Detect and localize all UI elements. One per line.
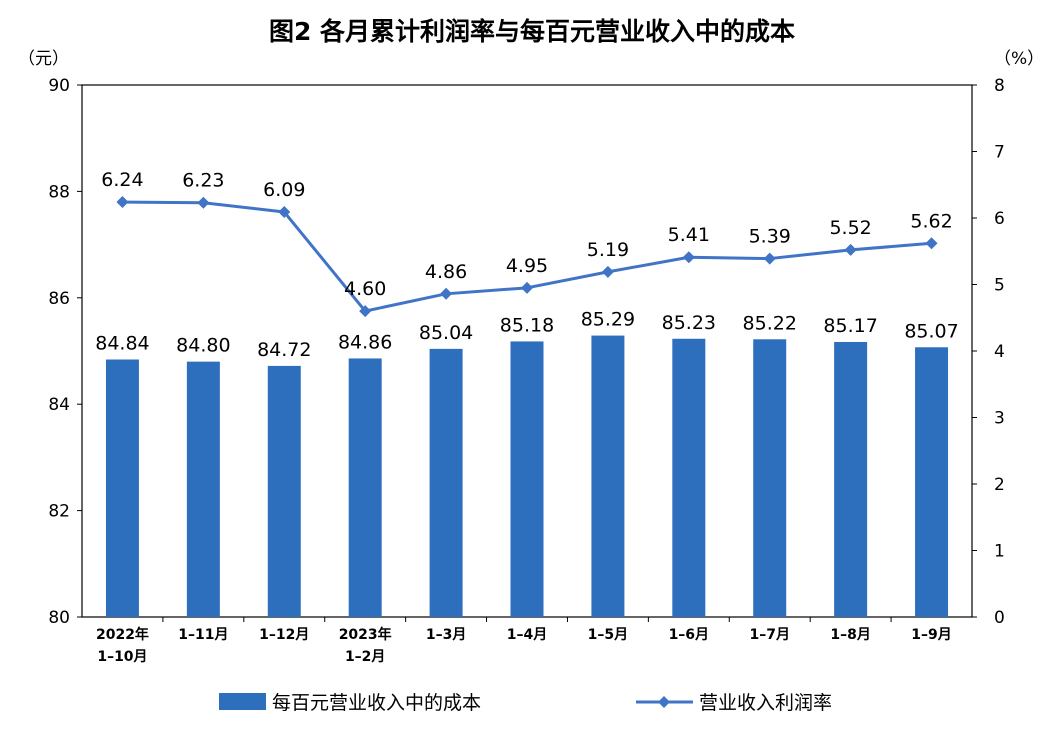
line-data-label: 5.19 (587, 239, 629, 261)
x-axis-tick-label: 1–12月 (259, 627, 309, 643)
legend-bar-label: 每百元营业收入中的成本 (272, 692, 481, 714)
left-axis-tick-label: 90 (48, 76, 70, 96)
bar (591, 335, 625, 617)
right-axis-unit: （%） (994, 49, 1045, 69)
bar-data-label: 85.04 (419, 322, 473, 344)
x-axis-tick-label: 1–3月 (426, 627, 466, 643)
bar-data-label: 85.18 (500, 314, 554, 336)
bar-data-label: 85.23 (662, 312, 716, 334)
bar (348, 358, 382, 617)
line-data-label: 5.62 (910, 210, 952, 232)
line-point (601, 265, 614, 278)
right-axis-tick-label: 4 (994, 342, 1005, 362)
right-axis-tick-label: 2 (994, 475, 1005, 495)
x-axis-tick-label: 2023年 (339, 626, 392, 643)
bar (429, 348, 463, 617)
legend-bar-swatch (219, 693, 266, 710)
bar-data-label: 85.29 (581, 309, 635, 331)
line-point (844, 243, 857, 256)
line-data-label: 5.52 (829, 217, 871, 239)
bar (915, 347, 949, 617)
left-axis-tick-label: 84 (48, 395, 70, 415)
line-point (682, 251, 695, 264)
line-data-label: 5.39 (749, 226, 791, 248)
bar (105, 359, 139, 617)
right-axis-tick-label: 6 (994, 209, 1005, 229)
x-axis-tick-label: 1–7月 (749, 627, 789, 643)
x-axis-tick-label: 1–8月 (830, 627, 870, 643)
line-point (116, 196, 129, 209)
x-axis-tick-label: 1–6月 (669, 627, 709, 643)
x-axis-tick-label: 1–4月 (507, 627, 547, 643)
bar-data-label: 85.22 (743, 312, 797, 334)
line-data-label: 4.86 (425, 261, 467, 283)
bar-data-label: 85.07 (904, 320, 958, 342)
line-point (440, 287, 453, 300)
right-axis-tick-label: 1 (994, 542, 1005, 562)
bar-data-label: 84.84 (95, 333, 149, 355)
chart-title: 图2 各月累计利润率与每百元营业收入中的成本 (268, 17, 796, 46)
x-axis-tick-label: 1–2月 (345, 649, 385, 665)
left-axis-tick-label: 88 (48, 182, 70, 202)
x-axis-tick-label: 2022年 (96, 626, 149, 643)
bar-data-label: 85.17 (823, 315, 877, 337)
bar-data-label: 84.72 (257, 339, 311, 361)
line-data-label: 6.09 (263, 179, 305, 201)
bar (672, 338, 706, 617)
left-axis-tick-label: 86 (48, 289, 70, 309)
left-axis-tick-label: 80 (48, 608, 70, 628)
bar (510, 341, 544, 617)
x-axis-tick-label: 1–11月 (178, 627, 228, 643)
line-data-label: 5.41 (668, 224, 710, 246)
line-point (359, 305, 372, 318)
bar (267, 365, 301, 617)
right-axis-tick-label: 0 (994, 608, 1005, 628)
bar (753, 339, 787, 617)
right-axis-tick-label: 8 (994, 76, 1005, 96)
legend-line-label: 营业收入利润率 (699, 692, 832, 714)
line-data-label: 6.23 (182, 170, 224, 192)
line-data-label: 4.95 (506, 255, 548, 277)
line-data-label: 6.24 (101, 169, 143, 191)
x-axis-tick-label: 1–5月 (588, 627, 628, 643)
bar-data-label: 84.86 (338, 331, 392, 353)
line-point (763, 252, 776, 265)
x-axis-tick-label: 1–10月 (97, 649, 147, 665)
bar (834, 341, 868, 617)
line-point (521, 281, 533, 294)
line-data-label: 4.60 (344, 278, 386, 300)
line-point (925, 237, 938, 250)
line-point (197, 196, 210, 209)
line-point (278, 206, 291, 219)
right-axis-tick-label: 3 (994, 409, 1005, 429)
legend-line-marker (658, 696, 670, 708)
x-axis-tick-label: 1–9月 (911, 627, 951, 643)
left-axis-tick-label: 82 (48, 502, 70, 522)
bar-data-label: 84.80 (176, 335, 230, 357)
right-axis-tick-label: 7 (994, 143, 1005, 163)
left-axis-unit: （元） (18, 49, 69, 69)
right-axis-tick-label: 5 (994, 276, 1005, 296)
bar (186, 361, 220, 617)
